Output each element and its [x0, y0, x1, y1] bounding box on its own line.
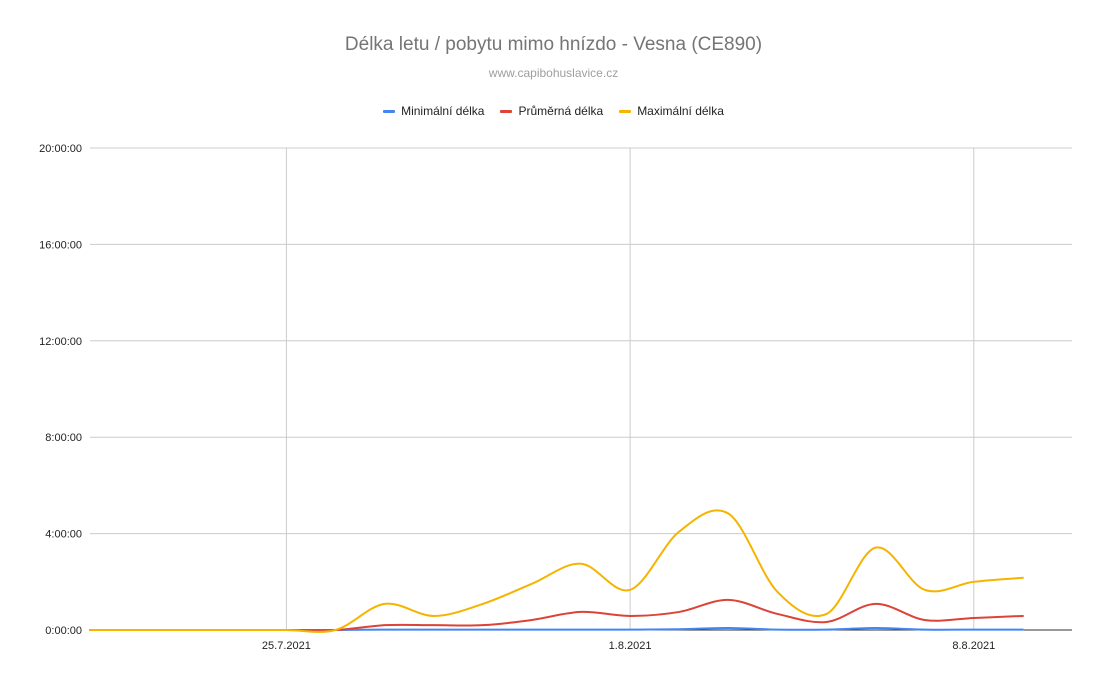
x-tick-label: 1.8.2021 [609, 640, 652, 652]
x-tick-label: 25.7.2021 [262, 640, 311, 652]
gridlines [90, 147, 1072, 631]
series-lines [89, 509, 1024, 633]
legend-label-max: Maximální délka [637, 104, 724, 118]
legend-label-min: Minimální délka [401, 104, 485, 118]
legend: Minimální délka Průměrná délka Maximální… [0, 104, 1107, 118]
chart-subtitle: www.capibohuslavice.cz [488, 66, 619, 80]
legend-swatch-max [619, 109, 632, 113]
y-tick-label: 12:00:00 [39, 336, 82, 348]
y-tick-label: 16:00:00 [39, 239, 82, 251]
x-tick-label: 8.8.2021 [952, 640, 995, 652]
legend-item-max[interactable]: Maximální délka [619, 104, 724, 118]
x-axis-labels: 25.7.2021 1.8.2021 8.8.2021 [262, 640, 995, 652]
y-tick-label: 4:00:00 [45, 529, 82, 541]
y-tick-label: 8:00:00 [45, 432, 82, 444]
series-line-2 [89, 509, 1024, 633]
y-tick-label: 20:00:00 [39, 143, 82, 155]
legend-label-avg: Průměrná délka [518, 104, 604, 118]
y-tick-label: 0:00:00 [45, 625, 82, 637]
chart-title: Délka letu / pobytu mimo hnízdo - Vesna … [344, 34, 763, 55]
y-axis-labels: 0:00:00 4:00:00 8:00:00 12:00:00 16:00:00 20:… [39, 143, 82, 637]
legend-swatch-avg [500, 109, 513, 113]
series-line-1 [89, 598, 1024, 632]
legend-swatch-min [383, 109, 396, 113]
legend-item-avg[interactable]: Průměrná délka [500, 104, 603, 118]
legend-item-min[interactable]: Minimální délka [383, 104, 484, 118]
